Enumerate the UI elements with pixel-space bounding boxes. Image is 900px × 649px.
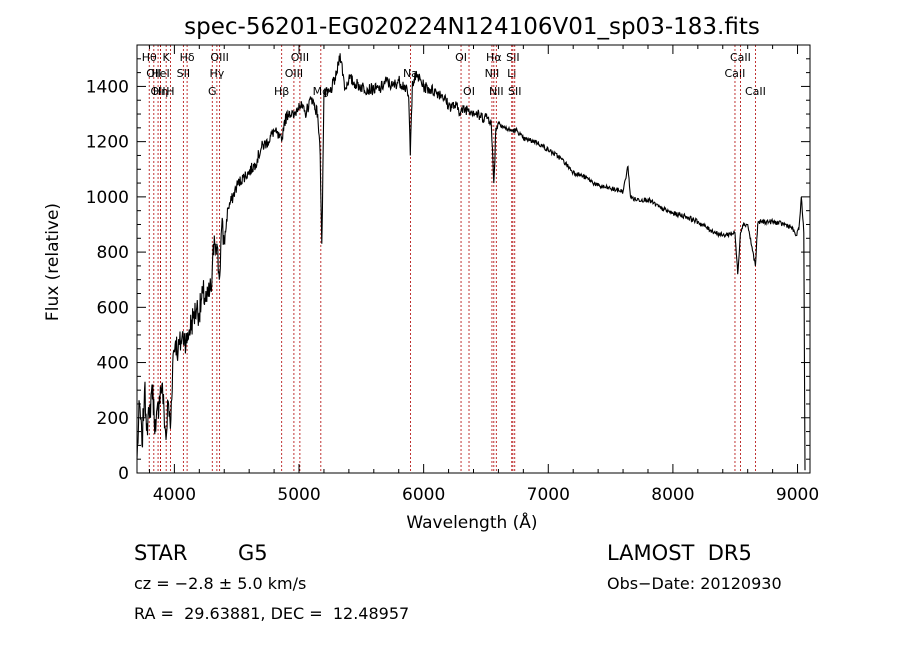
y-tick-label: 1400 [86,77,129,97]
spectral-line-label: K [163,51,171,64]
spectral-line-label: CaII [725,67,746,80]
spectral-line-label: CaII [745,85,766,98]
spectral-line-markers: HθOIIOIIHηHeIKHSIIHδGHγOIIIHβOIIIOIIIMgN… [142,45,766,473]
spectral-line-label: SII [177,67,190,80]
spectral-line-label: H [166,85,174,98]
y-tick-label: 0 [118,464,129,484]
spectral-line-label: Hγ [209,67,224,80]
spectral-line-label: G [208,85,217,98]
spectral-line-label: NII [489,85,504,98]
y-axis: 0 200 400 600 800 1000 1200 1400 [86,58,810,484]
spectral-line-label: NII [485,67,500,80]
spectral-line-label: OII [146,67,161,80]
x-tick-label: 8000 [651,485,694,505]
y-tick-label: 200 [97,409,129,429]
spectral-line-label: Li [507,67,516,80]
plot-frame [136,44,811,474]
chart-title: spec-56201-EG020224N124106V01_sp03-183.f… [184,14,760,40]
spectral-line-label: Hθ [142,51,157,64]
y-tick-label: 1200 [86,133,129,153]
x-tick-label: 7000 [527,485,570,505]
spectral-line-label: CaII [730,51,751,64]
spectrum-line [136,53,806,471]
x-tick-label: 5000 [277,485,320,505]
x-tick-label: 6000 [402,485,445,505]
spectral-line-label: Hδ [180,51,195,64]
spectral-line-label: SII [506,51,519,64]
spectral-subclass: G5 [238,541,268,565]
spectral-line-label: SII [508,85,521,98]
y-axis-label: Flux (relative) [43,203,63,321]
spectral-line-label: OI [455,51,467,64]
x-tick-label: 4000 [153,485,196,505]
spectral-line-label: OIII [291,51,309,64]
spectral-line-label: Hα [486,51,502,64]
y-tick-label: 1000 [86,188,129,208]
spectral-line-label: OII [150,85,165,98]
x-axis: 4000 5000 6000 7000 8000 9000 [148,45,819,505]
spectral-line-label: OIII [210,51,228,64]
spectral-line-label: OI [463,85,475,98]
coordinates: RA = 29.63881, DEC = 12.48957 [134,604,410,623]
x-axis-label: Wavelength (Å) [406,511,537,533]
y-tick-label: 600 [97,298,129,318]
spectral-line-label: OIII [285,67,303,80]
spectral-line-label: Hβ [274,85,289,98]
y-tick-label: 400 [97,354,129,374]
observation-date: Obs−Date: 20120930 [607,574,782,593]
x-tick-label: 9000 [776,485,819,505]
spectral-line-label: Hη [153,85,168,98]
spectral-line-label: Mg [313,85,329,98]
spectral-line-label: HeI [151,67,169,80]
radial-velocity: cz = −2.8 ± 5.0 km/s [134,574,307,593]
object-class: STAR [134,541,188,565]
survey-name: LAMOST DR5 [607,541,752,565]
y-tick-label: 800 [97,243,129,263]
